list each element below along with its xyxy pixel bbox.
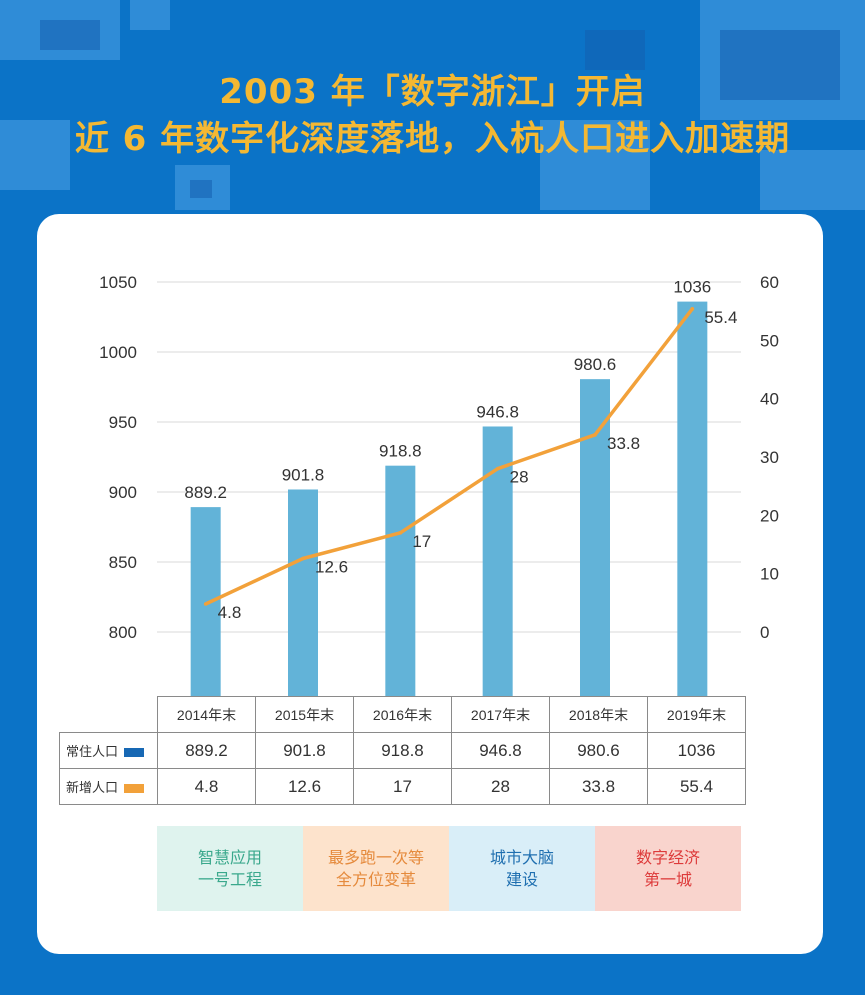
table-header-cell: 2015年末 (255, 696, 354, 733)
stage-line-1: 城市大脑 (489, 847, 554, 867)
table-cell: 17 (353, 768, 452, 805)
line-series (203, 307, 695, 606)
stage-line-1: 智慧应用 (197, 847, 262, 867)
background-pattern-block (0, 120, 70, 190)
line-value-label: 12.6 (315, 558, 348, 577)
table-header-cell: 2014年末 (157, 696, 256, 733)
line-point (203, 602, 208, 606)
stage-reform: 最多跑一次等 全方位变革 (303, 826, 449, 911)
y-left-tick-label: 1000 (99, 343, 137, 362)
stage-line-2: 建设 (505, 869, 538, 889)
stage-line-1: 数字经济 (635, 847, 700, 867)
table-header-cell: 2019年末 (647, 696, 746, 733)
table-cell: 4.8 (157, 768, 256, 805)
y-left-tick-label: 850 (109, 553, 137, 572)
line-value-label: 17 (412, 532, 431, 551)
line-value-label: 33.8 (607, 434, 640, 453)
line-value-label: 4.8 (218, 603, 242, 622)
bar (580, 379, 610, 696)
page-title-line-2: 近 6 年数字化深度落地，入杭人口进入加速期 (74, 119, 791, 159)
y-left-tick-label: 900 (109, 483, 137, 502)
stage-line-2: 第一城 (643, 869, 692, 889)
y-left-tick-label: 800 (109, 623, 137, 642)
bar (288, 489, 318, 696)
table-header-cell: 2018年末 (549, 696, 648, 733)
background-pattern-block (540, 120, 650, 210)
y-right-tick-label: 50 (760, 331, 779, 350)
bar (482, 426, 513, 696)
table-row-label-resident: 常住人口 (59, 732, 158, 769)
line-point (593, 433, 597, 437)
line-value-label: 28 (510, 468, 529, 487)
legend-swatch-new (124, 784, 145, 794)
data-labels: 889.2 901.8 918.8 946.8 980.6 1036 4.8 12.6 17 28… (184, 278, 737, 622)
legend-label-new: 新增人口 (66, 780, 119, 795)
y-left-tick-label: 950 (109, 413, 137, 432)
bar-value-label: 946.8 (476, 402, 519, 421)
table-cell: 1036 (647, 732, 746, 769)
line-point (690, 307, 695, 311)
stage-line-2: 一号工程 (197, 869, 262, 889)
background-pattern-block (130, 0, 170, 30)
bar (677, 301, 708, 696)
y-right-tick-label: 20 (760, 506, 779, 525)
background-pattern-block (40, 20, 100, 50)
bar-value-label: 980.6 (574, 355, 617, 374)
background-pattern-block (585, 30, 645, 70)
table-corner-cell (59, 696, 158, 733)
line-value-label: 55.4 (704, 308, 737, 327)
background-pattern-block (760, 150, 865, 210)
legend-swatch-resident (124, 748, 145, 758)
bar-value-label: 901.8 (282, 465, 325, 484)
table-row: 常住人口 889.2 901.8 918.8 946.8 980.6 1036 (59, 732, 746, 769)
line-point (495, 466, 500, 471)
table-header-cell: 2016年末 (353, 696, 452, 733)
background-pattern-block (190, 180, 212, 198)
line-point (398, 531, 403, 535)
stage-line-2: 全方位变革 (335, 869, 416, 889)
stage-smart-app: 智慧应用 一号工程 (157, 826, 303, 911)
gridlines (157, 281, 741, 633)
y-right-tick-label: 0 (760, 623, 769, 642)
line-point (301, 556, 305, 561)
table-row-label-new: 新增人口 (59, 768, 158, 805)
table-cell: 55.4 (647, 768, 746, 805)
bar (385, 465, 416, 696)
stage-digital-economy: 数字经济 第一城 (595, 826, 741, 911)
y-right-tick-label: 60 (760, 273, 779, 292)
table-cell: 918.8 (353, 732, 452, 769)
table-cell: 946.8 (451, 732, 550, 769)
stage-city-brain: 城市大脑 建设 (449, 826, 595, 911)
background-pattern-block (720, 30, 840, 100)
table-cell: 901.8 (255, 732, 354, 769)
bar-series (190, 301, 708, 696)
y-right-tick-label: 30 (760, 448, 779, 467)
table-header-row: 2014年末 2015年末 2016年末 2017年末 2018年末 2019年… (59, 696, 746, 733)
bar-value-label: 889.2 (184, 483, 227, 502)
table-cell: 12.6 (255, 768, 354, 805)
data-table: 2014年末 2015年末 2016年末 2017年末 2018年末 2019年… (59, 696, 746, 805)
y-right-tick-label: 40 (760, 390, 779, 409)
table-cell: 889.2 (157, 732, 256, 769)
y-left-tick-label: 1050 (99, 273, 137, 292)
bar-value-label: 1036 (673, 278, 711, 297)
table-cell: 28 (451, 768, 550, 805)
line-path (204, 307, 694, 606)
axis-ticks: 800 850 900 950 1000 1050 0 10 20 30 40 50 60 (99, 273, 779, 642)
stage-line-1: 最多跑一次等 (327, 847, 424, 867)
legend-label-resident: 常住人口 (66, 744, 119, 759)
table-row: 新增人口 4.8 12.6 17 28 33.8 55.4 (59, 768, 746, 805)
bar-value-label: 918.8 (379, 442, 422, 461)
table-header-cell: 2017年末 (451, 696, 550, 733)
table-cell: 33.8 (549, 768, 648, 805)
y-right-tick-label: 10 (760, 565, 779, 584)
bar (190, 507, 221, 696)
table-cell: 980.6 (549, 732, 648, 769)
page-title-line-1: 2003 年「数字浙江」开启 (219, 72, 646, 112)
